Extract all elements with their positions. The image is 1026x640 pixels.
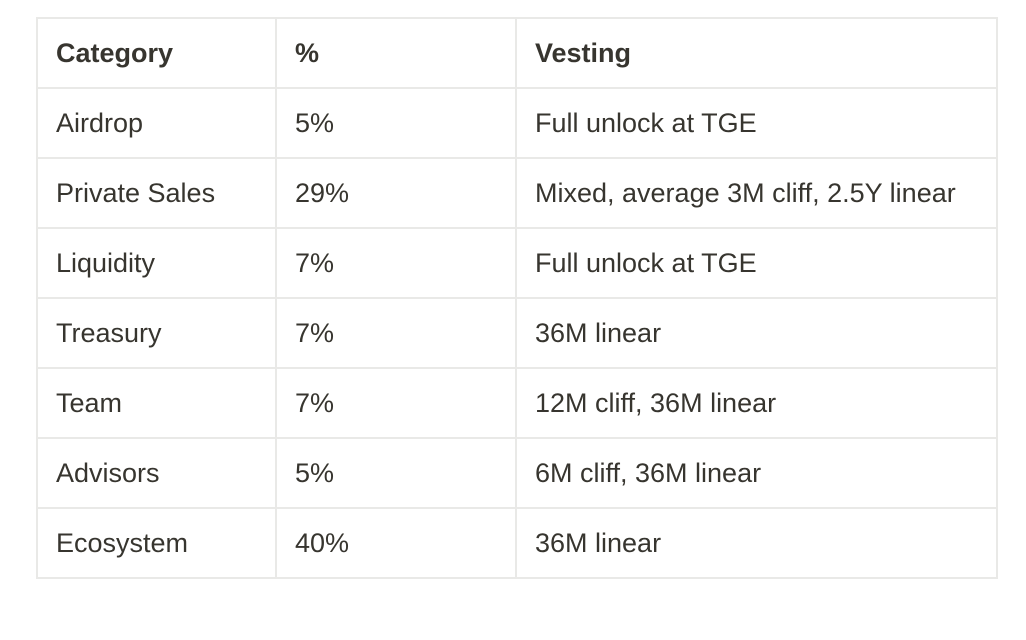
cell-category: Airdrop: [36, 87, 277, 159]
table-row: Ecosystem 40% 36M linear: [36, 507, 998, 579]
table-row: Private Sales 29% Mixed, average 3M cliff,…: [36, 157, 998, 229]
document-page: Category% Vesting Airdrop 5% Full unlock at…: [36, 17, 998, 579]
cell-vesting: 36M linear: [515, 507, 998, 579]
cell-percent: 7%: [275, 367, 517, 439]
cell-vesting: 36M linear: [515, 297, 998, 369]
table-row: Airdrop 5% Full unlock at TGE: [36, 87, 998, 159]
cell-category: Team: [36, 367, 277, 439]
cell-vesting: 12M cliff, 36M linear: [515, 367, 998, 439]
cell-vesting: Full unlock at TGE: [515, 227, 998, 299]
column-header-percent: %: [275, 17, 517, 89]
table-row: Team 7% 12M cliff, 36M linear: [36, 367, 998, 439]
cell-category: Advisors: [36, 437, 277, 509]
table-body: Airdrop 5% Full unlock at TGE Private Sales…: [36, 87, 998, 579]
column-header-category: Category: [36, 17, 277, 89]
cell-category: Liquidity: [36, 227, 277, 299]
table-header-row: Category% Vesting: [36, 17, 998, 89]
cell-percent: 29%: [275, 157, 517, 229]
table-row: Liquidity 7% Full unlock at TGE: [36, 227, 998, 299]
table-row: Advisors 5% 6M cliff, 36M linear: [36, 437, 998, 509]
cell-percent: 5%: [275, 437, 517, 509]
vesting-table: Category% Vesting Airdrop 5% Full unlock at…: [36, 17, 998, 579]
cell-percent: 7%: [275, 297, 517, 369]
cell-percent: 5%: [275, 87, 517, 159]
cell-percent: 7%: [275, 227, 517, 299]
cell-vesting: Mixed, average 3M cliff, 2.5Y linear: [515, 157, 998, 229]
cell-category: Treasury: [36, 297, 277, 369]
cell-vesting: 6M cliff, 36M linear: [515, 437, 998, 509]
cell-vesting: Full unlock at TGE: [515, 87, 998, 159]
column-header-vesting: Vesting: [515, 17, 998, 89]
cell-category: Private Sales: [36, 157, 277, 229]
cell-percent: 40%: [275, 507, 517, 579]
cell-category: Ecosystem: [36, 507, 277, 579]
table-row: Treasury 7% 36M linear: [36, 297, 998, 369]
